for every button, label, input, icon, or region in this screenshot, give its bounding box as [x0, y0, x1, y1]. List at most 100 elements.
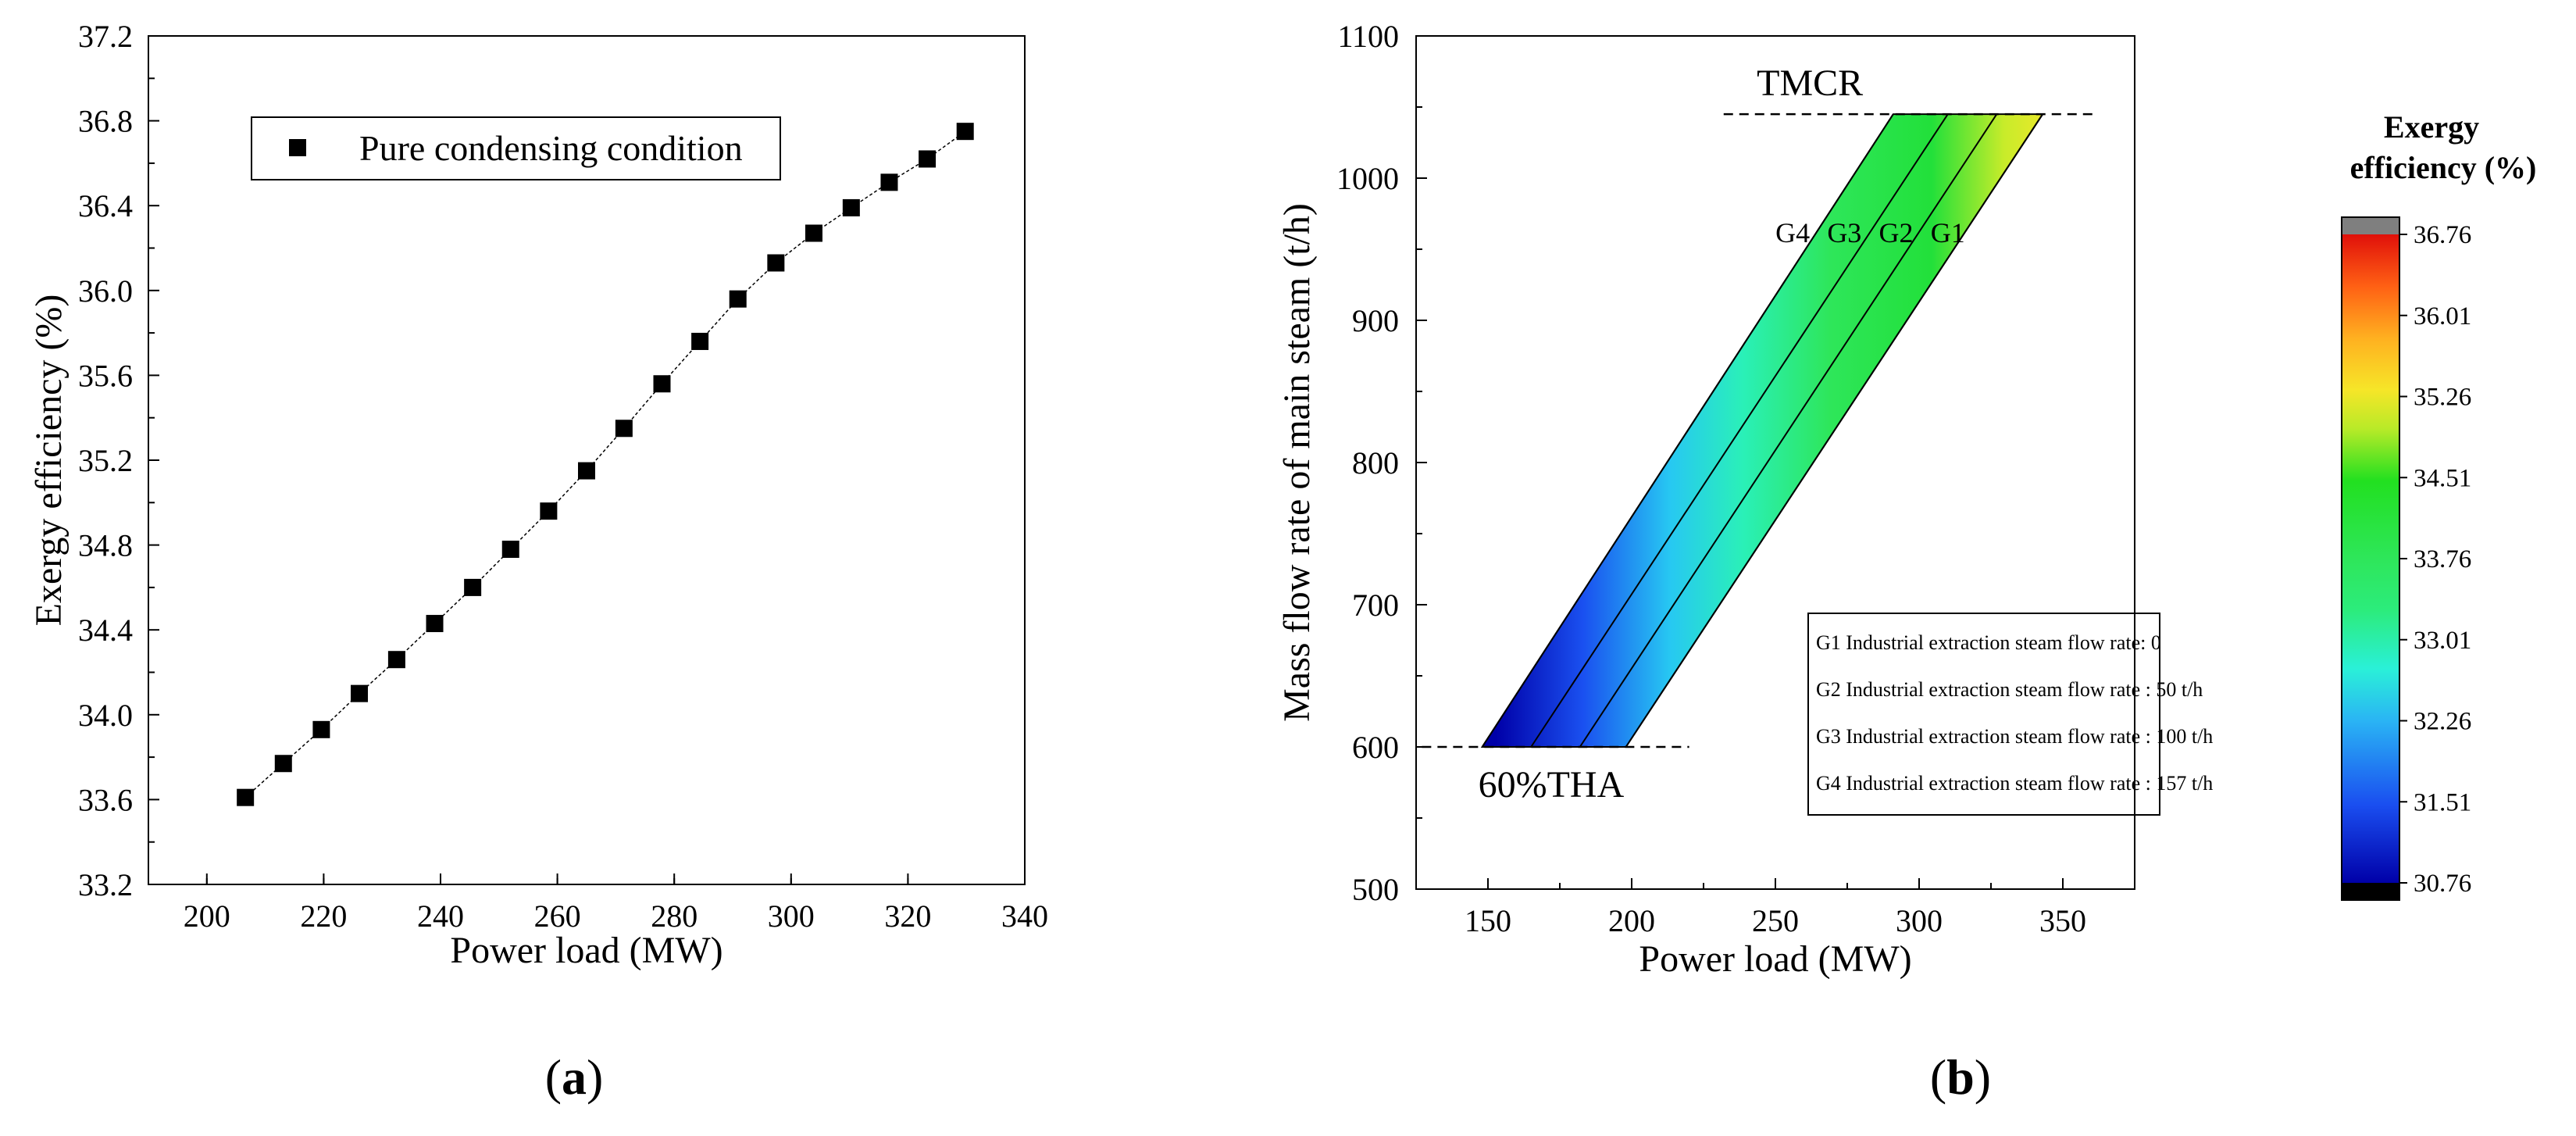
x-tick-label: 240	[417, 898, 464, 934]
y-tick-label: 800	[1352, 445, 1399, 480]
x-tick-label: 280	[651, 898, 698, 934]
y-tick-label: 1000	[1336, 161, 1399, 196]
colorbar-tick-label: 33.01	[2414, 627, 2471, 655]
colorbar-ticks: 36.76 36.01 35.26 34.51 33.76 33.01 32.26 31.51…	[2399, 221, 2471, 898]
boundary-g4	[1481, 113, 1894, 748]
colorbar-tick-label: 32.26	[2414, 708, 2471, 736]
note-line: G3 Industrial extraction steam flow rate…	[1816, 725, 2213, 748]
panel-label-a: (a)	[545, 1049, 604, 1105]
data-point	[426, 615, 444, 633]
panel-label-b: (b)	[1930, 1049, 1991, 1105]
extraction-notes-box: G1 Industrial extraction steam flow rate…	[1807, 613, 2213, 816]
y-tick-label: 900	[1352, 303, 1399, 338]
data-point	[842, 198, 860, 216]
y-tick-label: 33.6	[78, 782, 133, 817]
x-tick-label: 250	[1752, 903, 1799, 938]
colorbar: Exergy efficiency (%) 36.76 36.01 35.26 34.…	[2341, 109, 2536, 901]
legend-marker-square	[289, 139, 306, 156]
y-axis-title: Mass flow rate of main steam (t/h)	[1276, 203, 1318, 722]
note-line: G1 Industrial extraction steam flow rate…	[1816, 631, 2161, 654]
x-tick-label: 300	[768, 898, 815, 934]
y-tick-label: 35.6	[78, 358, 133, 393]
y-tick-label: 500	[1352, 872, 1399, 907]
data-point	[274, 755, 292, 773]
data-point	[540, 502, 558, 520]
y-tick-label: 34.4	[78, 613, 133, 648]
x-axis-title: Power load (MW)	[450, 930, 722, 971]
colorbar-tick-label: 30.76	[2414, 870, 2471, 898]
x-tick-label: 300	[1896, 903, 1943, 938]
data-point	[653, 375, 671, 393]
note-line: G2 Industrial extraction steam flow rate…	[1816, 678, 2203, 701]
chart-b: TMCR 60%THA 150 200 250 300 350 500 600 700 800 90…	[1276, 19, 2536, 1105]
y-tick-label: 1100	[1337, 19, 1399, 54]
curve-label-g3: G3	[1827, 217, 1861, 248]
chart-a-series	[237, 123, 974, 806]
x-tick-label: 260	[534, 898, 581, 934]
ref-label: 60%THA	[1479, 764, 1625, 806]
data-point	[312, 720, 330, 738]
colorbar-tick-label: 35.26	[2414, 384, 2471, 412]
colorbar-title-line1: Exergy	[2384, 109, 2479, 145]
data-point	[729, 290, 747, 308]
data-point	[501, 541, 519, 559]
y-tick-label: 33.2	[78, 867, 133, 902]
data-point	[956, 123, 974, 141]
data-point	[880, 173, 898, 191]
colorbar-tick-label: 36.01	[2414, 302, 2471, 330]
y-tick-label: 34.0	[78, 698, 133, 733]
boundary-g3	[1530, 113, 1949, 748]
x-tick-label: 220	[300, 898, 347, 934]
curve-label-g2: G2	[1879, 217, 1914, 248]
x-axis-title: Power load (MW)	[1639, 938, 1911, 980]
colorbar-tick-label: 31.51	[2414, 788, 2471, 816]
data-point	[615, 420, 633, 438]
note-line: G4 Industrial extraction steam flow rate…	[1816, 772, 2213, 795]
colorbar-gradient	[2342, 234, 2399, 883]
colorbar-tick-label: 34.51	[2414, 464, 2471, 492]
data-point	[578, 462, 595, 480]
extraction-boundary-lines	[1481, 113, 2044, 748]
y-tick-label: 36.0	[78, 273, 133, 309]
boundary-g1	[1625, 113, 2044, 748]
reference-lines: TMCR 60%THA	[1422, 63, 2098, 806]
y-tick-label: 600	[1352, 730, 1399, 765]
data-point	[767, 254, 785, 272]
curve-label-g1: G1	[1931, 217, 1965, 248]
x-tick-label: 200	[1608, 903, 1655, 938]
data-point	[351, 684, 369, 702]
x-tick-label: 200	[184, 898, 230, 934]
chart-a-ticks: 200 220 240 260 280 300 320 340 33.2 33.6 34.0 34.4…	[78, 19, 1048, 934]
data-point	[805, 224, 822, 242]
x-tick-label: 320	[884, 898, 931, 934]
chart-a-legend: Pure condensing condition	[251, 116, 781, 180]
ref-label: TMCR	[1757, 63, 1863, 104]
chart-a: 200 220 240 260 280 300 320 340 33.2 33.6 34.0 34.4…	[28, 19, 1048, 1105]
y-tick-label: 34.8	[78, 528, 133, 563]
legend-label: Pure condensing condition	[359, 128, 743, 168]
curve-label-g4: G4	[1775, 217, 1810, 248]
curve-labels: G4 G3 G2 G1	[1775, 217, 1965, 248]
x-tick-label: 340	[1001, 898, 1048, 934]
boundary-g2	[1579, 113, 1998, 748]
y-tick-label: 36.8	[78, 104, 133, 139]
legend-box	[251, 116, 781, 180]
y-tick-label: 37.2	[78, 19, 133, 54]
y-tick-label: 700	[1352, 588, 1399, 623]
colorbar-bottom-cap	[2342, 883, 2399, 900]
data-point	[691, 332, 709, 350]
data-point	[919, 150, 937, 168]
notes-box	[1807, 613, 2160, 816]
colorbar-tick-label: 36.76	[2414, 221, 2471, 249]
data-point	[464, 578, 482, 596]
y-tick-label: 35.2	[78, 443, 133, 478]
x-tick-label: 150	[1465, 903, 1511, 938]
colorbar-tick-label: 33.76	[2414, 545, 2471, 573]
y-tick-label: 36.4	[78, 188, 133, 223]
data-point	[387, 651, 405, 669]
chart-b-ticks: 150 200 250 300 350 500 600 700 800 900 1000 1100	[1336, 19, 2135, 938]
colorbar-top-cap	[2342, 217, 2399, 234]
x-tick-label: 350	[2039, 903, 2086, 938]
y-axis-title: Exergy efficiency (%)	[28, 295, 70, 627]
